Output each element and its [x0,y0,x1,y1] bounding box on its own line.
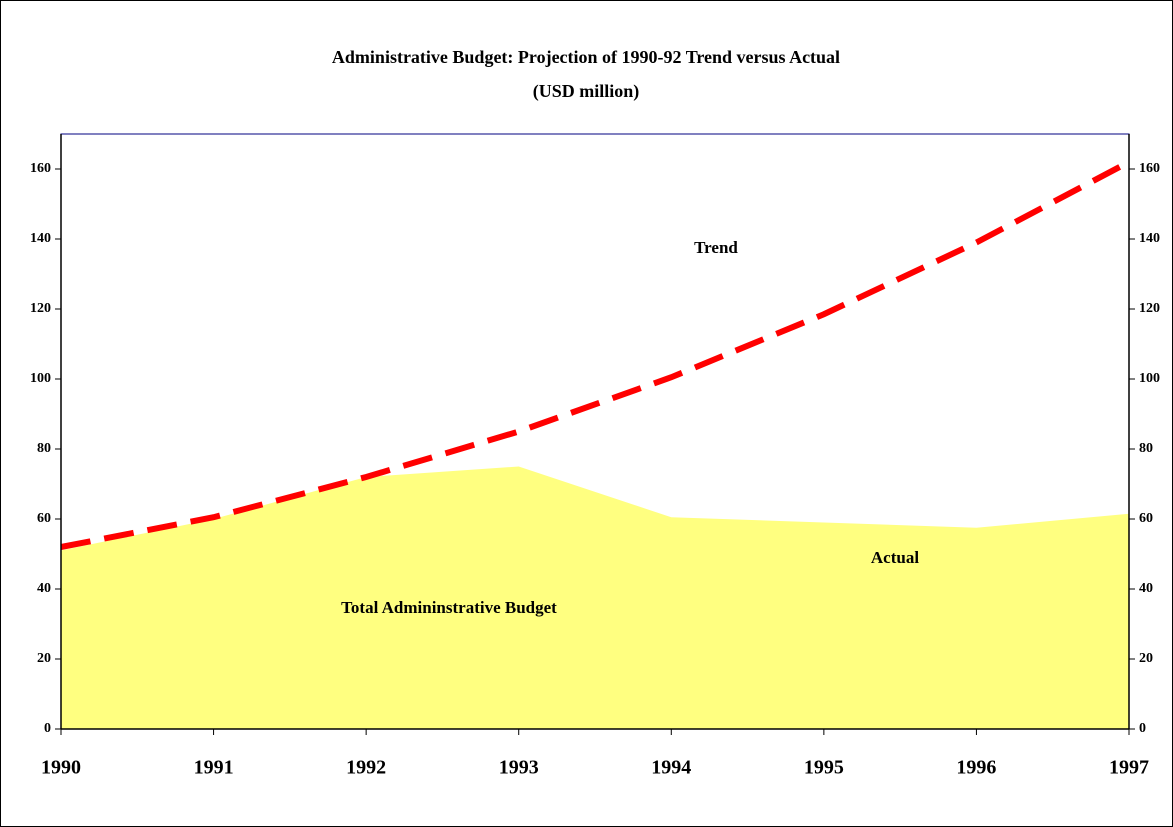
y-tick-label: 120 [30,301,51,316]
y-tick-label: 100 [30,371,51,386]
y2-tick-label: 60 [1139,511,1153,526]
y-tick-label: 20 [37,651,51,666]
x-tick-label: 1993 [499,757,539,779]
series-label: Trend [694,238,738,257]
y2-tick-label: 160 [1139,161,1160,176]
y-tick-label: 80 [37,441,51,456]
y-tick-label: 40 [37,581,51,596]
series-label: Actual [871,548,919,567]
area [61,466,1129,729]
x-tick-label: 1992 [346,757,386,779]
x-tick-label: 1997 [1109,757,1149,779]
chart-title: Administrative Budget: Projection of 199… [332,47,840,67]
y2-tick-label: 20 [1139,651,1153,666]
x-tick-label: 1994 [651,757,691,779]
y-tick-label: 160 [30,161,51,176]
y-tick-label: 60 [37,511,51,526]
y2-tick-label: 40 [1139,581,1153,596]
annotation: Total Admininstrative Budget [341,598,557,617]
chart-subtitle: (USD million) [533,81,640,102]
y-tick-label: 0 [44,721,51,736]
y2-tick-label: 120 [1139,301,1160,316]
y-tick-label: 140 [30,231,51,246]
y2-tick-label: 140 [1139,231,1160,246]
y2-tick-label: 0 [1139,721,1146,736]
x-tick-label: 1991 [194,757,234,779]
x-tick-label: 1995 [804,757,844,779]
x-tick-label: 1996 [956,757,996,779]
line [60,159,1131,550]
y2-tick-label: 100 [1139,371,1160,386]
y2-tick-label: 80 [1139,441,1153,456]
x-tick-label: 1990 [41,757,81,779]
